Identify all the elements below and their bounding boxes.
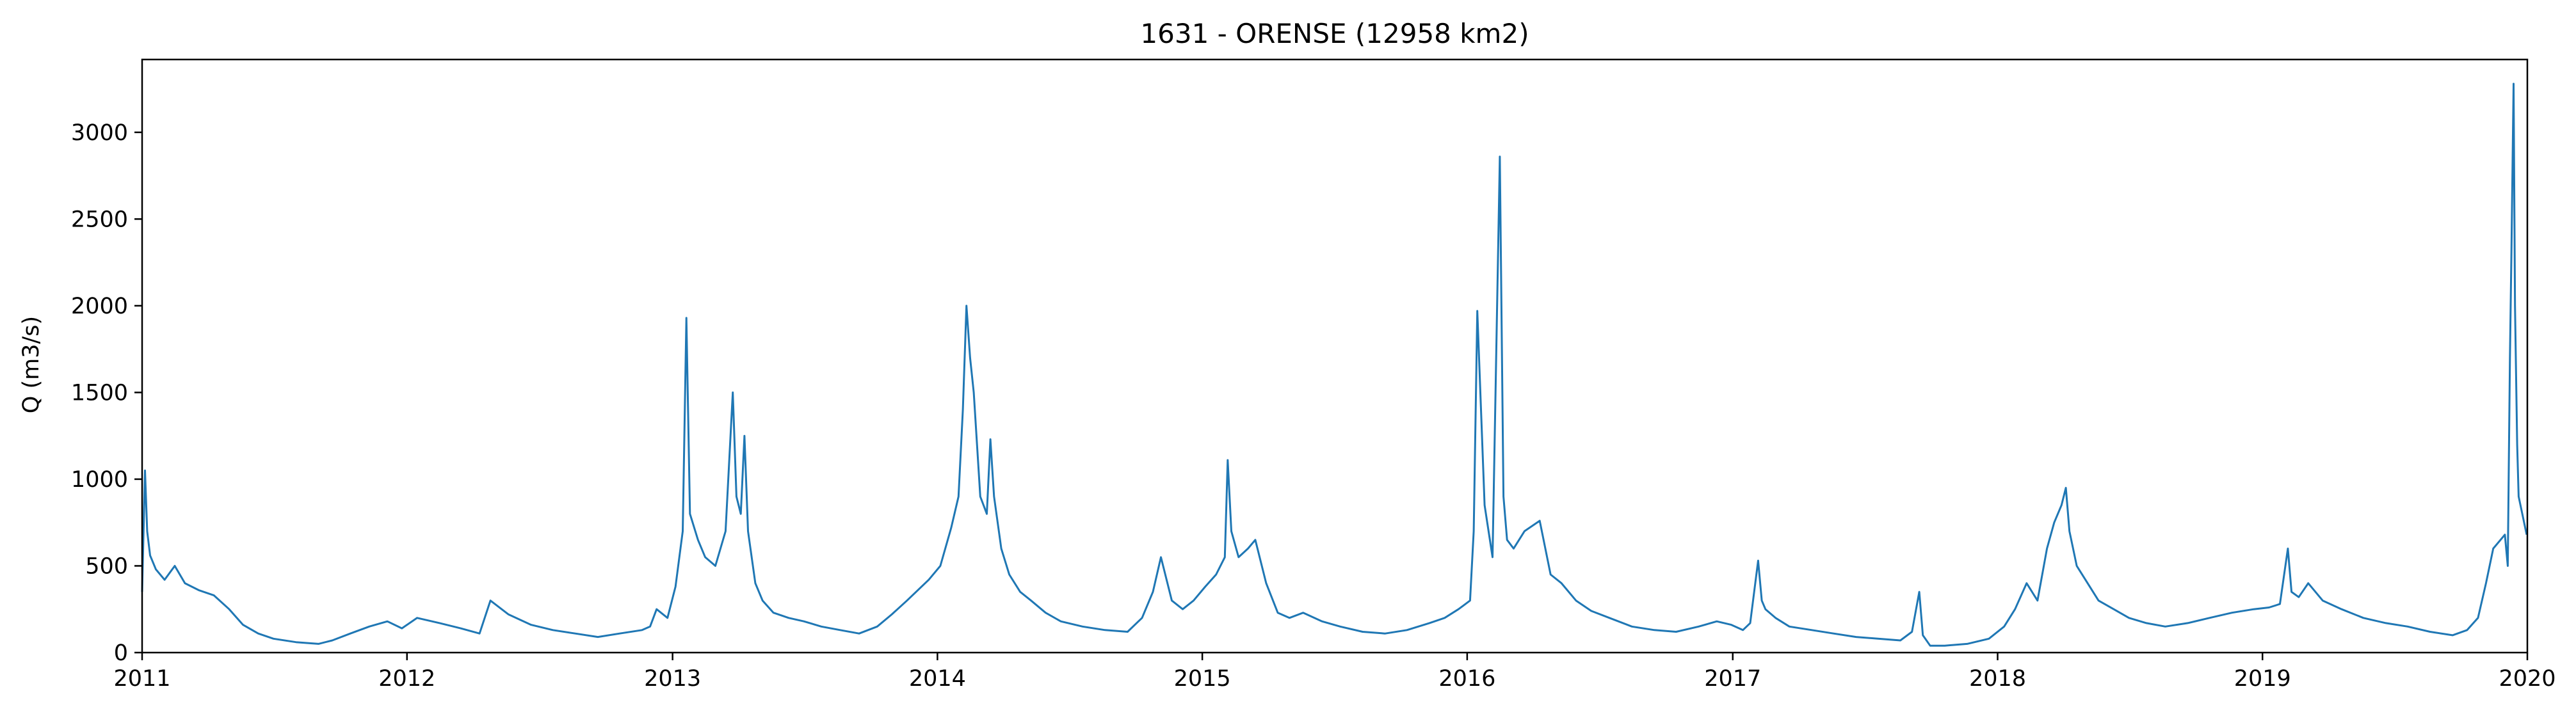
x-axis-ticks: 2011 2012 2013 2014 2015 2016 2017 2018 2019 2020 xyxy=(113,653,2556,692)
x-tick-label: 2017 xyxy=(1704,666,1761,692)
y-tick-label: 1000 xyxy=(71,467,128,493)
y-tick-label: 3000 xyxy=(71,120,128,146)
series-line xyxy=(141,83,2528,647)
plot-frame xyxy=(141,58,2529,654)
chart-title: 1631 - ORENSE (12958 km2) xyxy=(1140,18,1529,49)
x-tick-label: 2020 xyxy=(2499,666,2556,692)
y-tick-label: 500 xyxy=(85,553,128,579)
x-tick-label: 2011 xyxy=(113,666,170,692)
y-tick-label: 1500 xyxy=(71,380,128,406)
x-tick-label: 2013 xyxy=(644,666,701,692)
x-tick-label: 2014 xyxy=(909,666,966,692)
y-tick-label: 2500 xyxy=(71,207,128,232)
x-tick-label: 2016 xyxy=(1438,666,1495,692)
x-tick-label: 2018 xyxy=(1969,666,2026,692)
x-tick-label: 2019 xyxy=(2234,666,2291,692)
y-axis-ticks: 0 500 1000 1500 2000 2500 3000 xyxy=(71,120,142,666)
y-axis-label: Q (m3/s) xyxy=(19,316,44,413)
y-tick-label: 2000 xyxy=(71,294,128,319)
y-tick-label: 0 xyxy=(114,640,128,666)
x-tick-label: 2012 xyxy=(378,666,435,692)
x-tick-label: 2015 xyxy=(1174,666,1231,692)
